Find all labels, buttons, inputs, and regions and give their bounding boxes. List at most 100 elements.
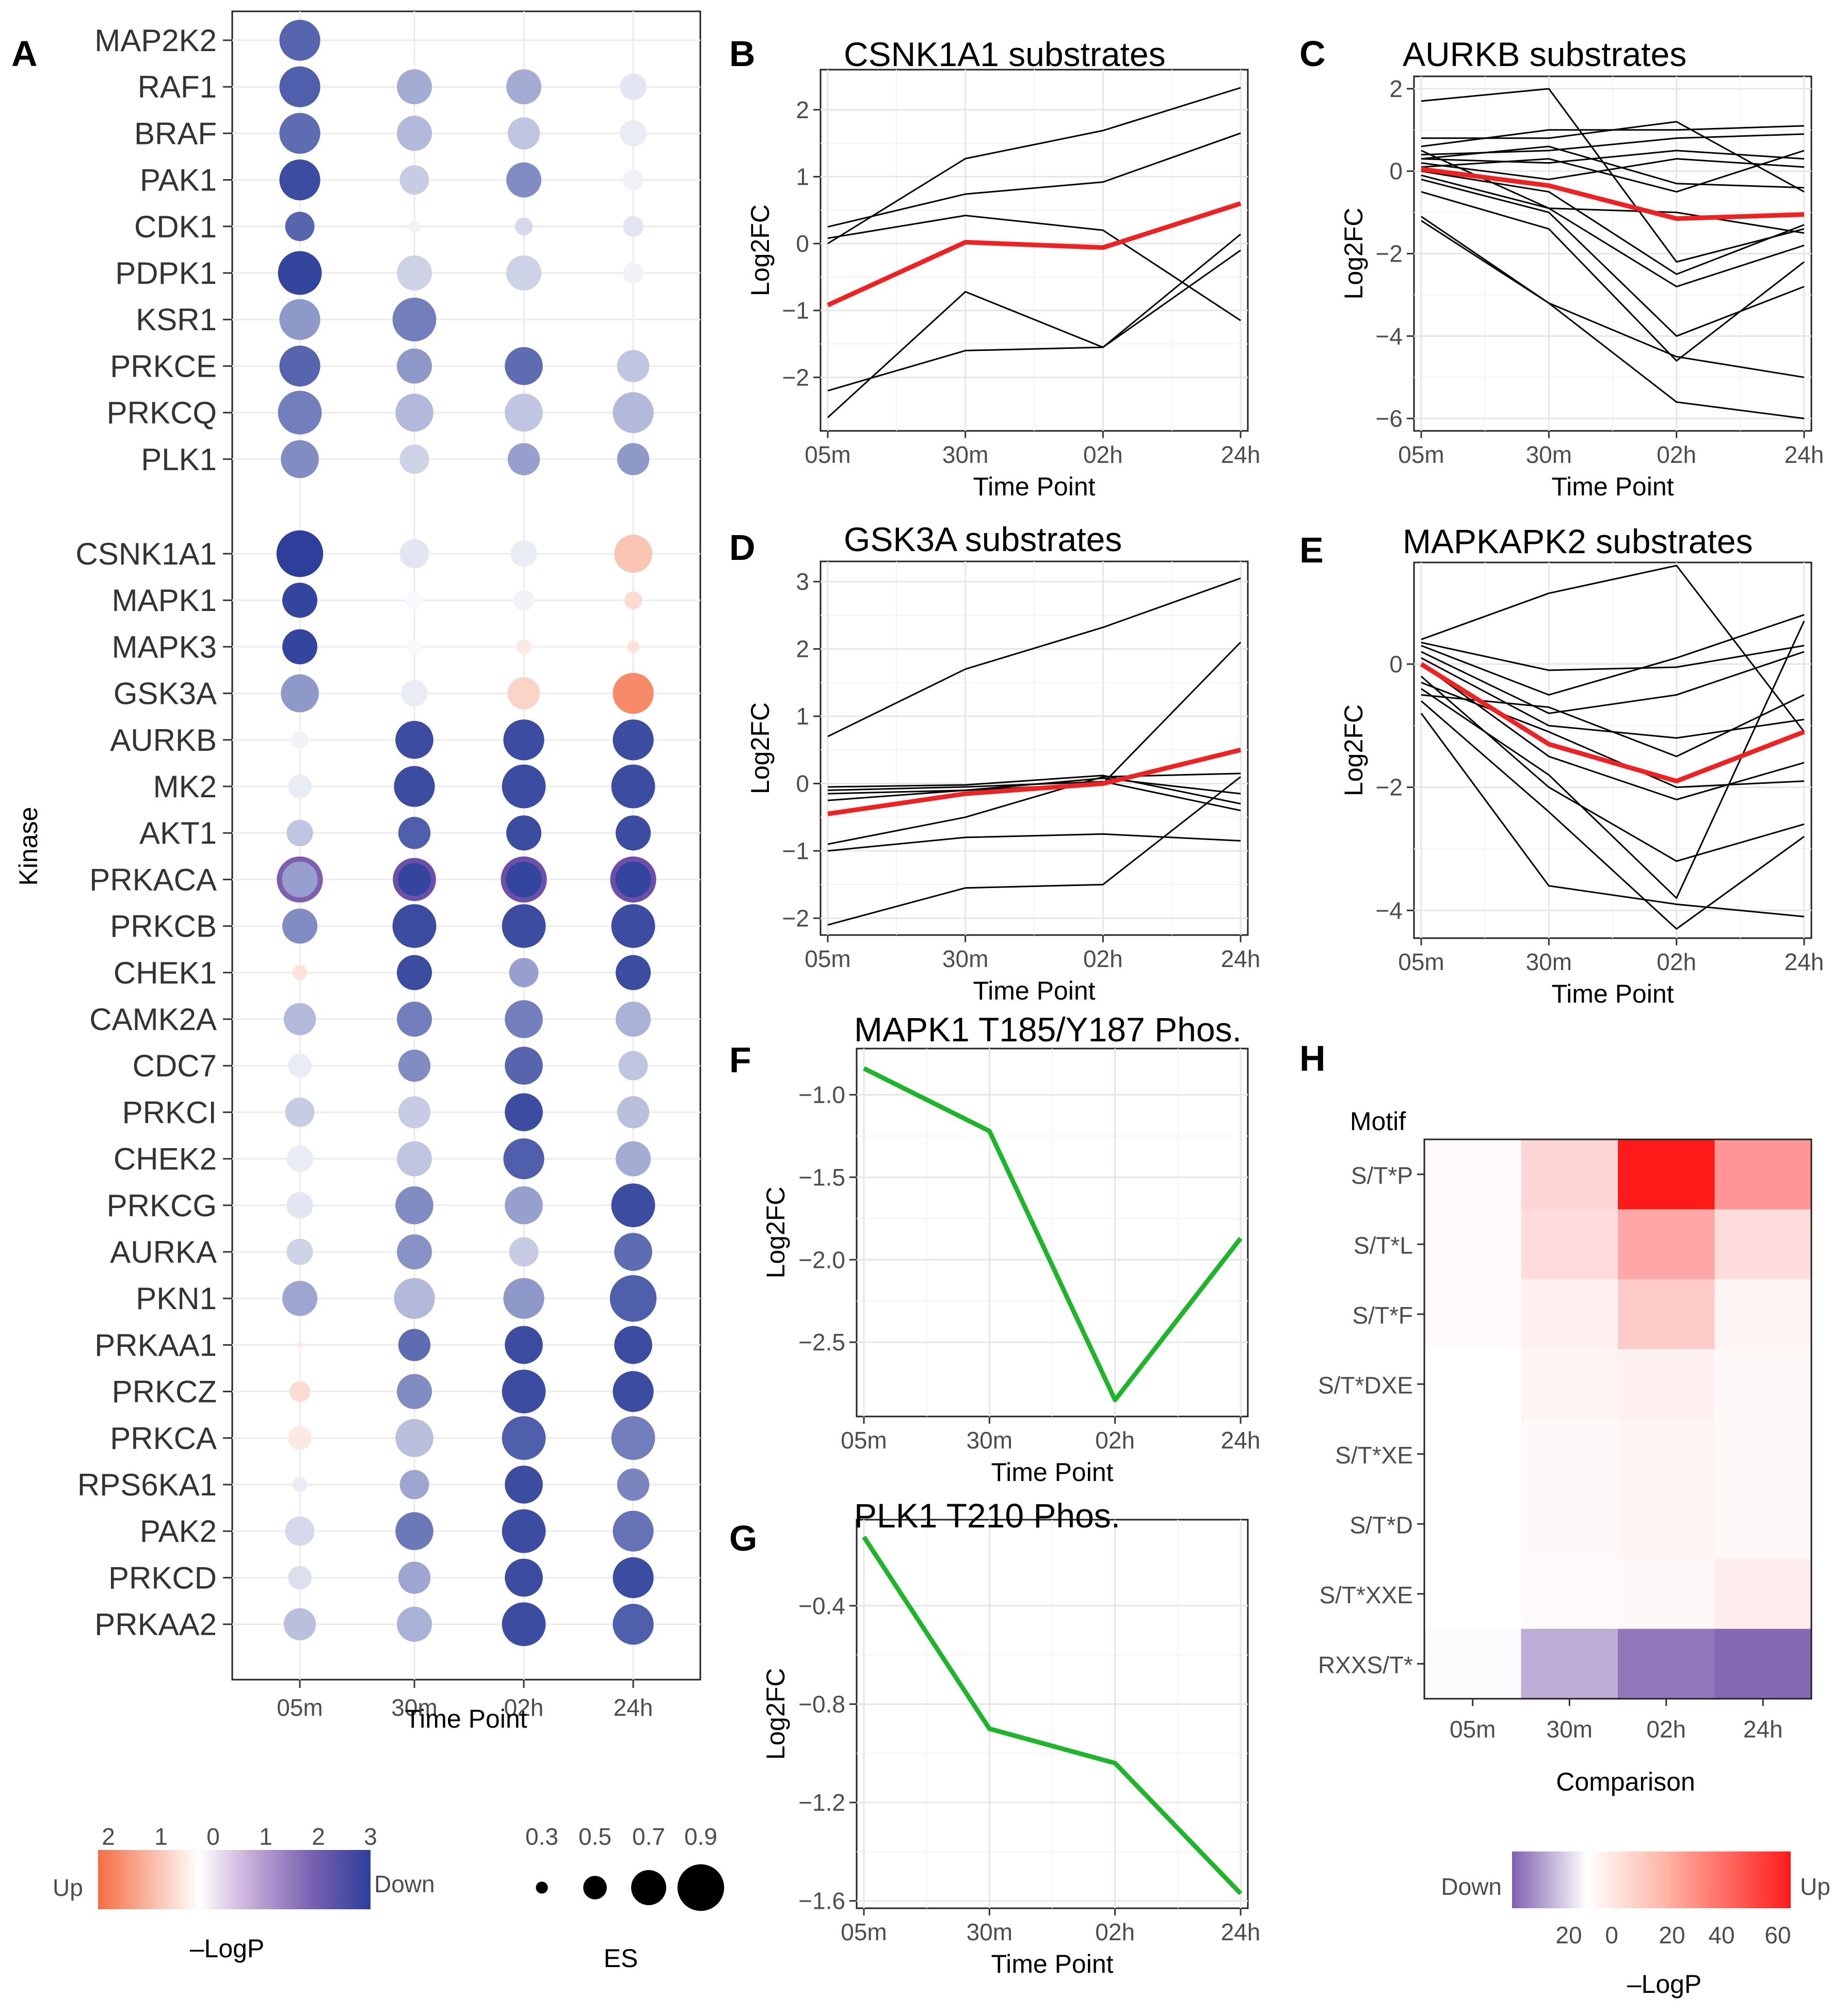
series-group <box>827 87 1242 418</box>
series-line-s8 <box>1421 620 1805 899</box>
kinase-label: PDPK1 <box>115 256 217 291</box>
dot-prkcd-30m <box>398 1561 431 1594</box>
dot-camk2a-24h <box>616 1002 651 1037</box>
motif-label: S/T*DXE <box>1318 1372 1413 1398</box>
dot-prkcd-24h <box>613 1557 654 1598</box>
dot-prkcz-30m <box>397 1374 432 1409</box>
heatmap-cell-S/T*D-24h <box>1714 1489 1812 1559</box>
dot-mapk3-30m <box>407 639 422 654</box>
motif-label: S/T*L <box>1354 1232 1413 1259</box>
heatmap-cell-S/T*XXE-24h <box>1714 1559 1812 1629</box>
dot-aurka-30m <box>397 1234 432 1269</box>
kinase-label: PRKCI <box>122 1095 217 1130</box>
size-legend-title: ES <box>604 1944 638 1973</box>
legend-tick: 2 <box>102 1823 115 1850</box>
x-tick-label: 30m <box>942 945 988 972</box>
y-tick-label: −1.2 <box>798 1789 845 1816</box>
dot-prkcq-24h <box>613 392 654 433</box>
panel-d-line-chart: 3 2 1 0 −1 −2 05m 30m 02h 24h GSK3A substrates Time… <box>746 520 1260 1005</box>
x-tick-label: 24h <box>1221 1919 1261 1945</box>
dot-pak1-24h <box>623 169 644 190</box>
dot-cdc7-24h <box>618 1051 648 1081</box>
x-tick-label: 30m <box>391 1694 437 1721</box>
kinase-label: PRKCB <box>110 909 217 944</box>
x-tick-label: 02h <box>1083 945 1123 972</box>
heatmap-cell-S/T*D-02h <box>1618 1489 1715 1559</box>
heatmap-cell-S/T*D-05m <box>1424 1489 1521 1559</box>
dot-cdk1-05m <box>285 212 315 241</box>
dot-gsk3a-05m <box>281 674 319 713</box>
dot-raf1-05m <box>279 66 320 107</box>
dot-prkaa1-30m <box>398 1329 431 1361</box>
heatmap-cell-S/T*D-30m <box>1521 1489 1618 1559</box>
dot-prkcb-02h <box>502 904 546 948</box>
heatmap-cell-S/T*DXE-02h <box>1618 1349 1715 1420</box>
y-axis-label: Log2FC <box>746 702 775 794</box>
dot-rps6ka1-05m <box>292 1477 308 1492</box>
heatmap-cell-S/T*XE-24h <box>1714 1419 1812 1489</box>
dot-braf-24h <box>620 120 647 147</box>
series-line-s15 <box>1421 146 1805 189</box>
motif-label: RXXS/T* <box>1318 1651 1413 1678</box>
dot-mapk1-24h <box>624 591 642 609</box>
series-line-s4 <box>827 233 1241 418</box>
size-legend-dot <box>583 1876 607 1899</box>
dot-pak1-05m <box>279 159 320 201</box>
dot-mapk3-05m <box>282 629 317 665</box>
dot-plk1-30m <box>399 444 429 474</box>
dot-prkaa2-02h <box>502 1602 546 1647</box>
y-tick-label: 2 <box>796 636 809 663</box>
heatmap-cell-S/T*XE-02h <box>1618 1419 1715 1489</box>
dot-ksr1-05m <box>279 299 320 340</box>
dot-prkcq-02h <box>505 393 543 432</box>
x-axis-label: Time Point <box>1551 979 1674 1008</box>
series-line-s7 <box>1421 150 1805 193</box>
kinase-label: PRKCE <box>110 349 217 383</box>
dot-csnk1a1-30m <box>399 539 429 569</box>
heatmap-cell-S/T*L-05m <box>1424 1209 1521 1280</box>
size-legend-dot <box>536 1881 548 1894</box>
legend-tick: 2 <box>312 1823 325 1850</box>
x-tick-label: 30m <box>942 441 988 468</box>
y-axis-label: Log2FC <box>1339 208 1368 300</box>
y-axis-label: Log2FC <box>761 1668 790 1760</box>
x-tick-label: 05m <box>841 1427 887 1454</box>
dot-pkn1-30m <box>394 1278 435 1319</box>
heatmap-cell-S/T*DXE-30m <box>1521 1349 1618 1420</box>
dot-prkce-24h <box>617 350 650 382</box>
kinase-label: KSR1 <box>136 302 217 337</box>
heatmap-cell-S/T*P-02h <box>1618 1139 1715 1210</box>
y-tick-label: −1.5 <box>798 1164 845 1190</box>
dot-akt1-24h <box>616 815 651 851</box>
series-line-s12 <box>1421 694 1805 758</box>
motif-label: S/T*P <box>1351 1162 1413 1189</box>
dot-ksr1-30m <box>392 297 437 342</box>
kinase-label: BRAF <box>134 116 217 151</box>
kinase-label: PLK1 <box>141 442 217 477</box>
dot-pak2-02h <box>502 1509 546 1553</box>
dot-plk1-24h <box>617 443 650 475</box>
dot-prkcg-02h <box>505 1186 543 1225</box>
dot-camk2a-30m <box>397 1002 432 1037</box>
legend-up-label: Up <box>53 1874 83 1901</box>
dot-pak2-30m <box>395 1512 433 1550</box>
dot-chek2-24h <box>616 1141 651 1177</box>
legend-tick: 0 <box>1605 1922 1618 1948</box>
x-tick-label: 05m <box>1450 1716 1496 1743</box>
y-tick-label: −2 <box>782 364 809 391</box>
dot-prkcg-30m <box>395 1186 433 1225</box>
motif-label: S/T*XXE <box>1319 1582 1413 1608</box>
dot-cdk1-30m <box>408 220 421 233</box>
dot-raf1-30m <box>397 69 432 105</box>
series-group <box>827 577 1242 926</box>
panel-label-D: D <box>729 527 756 568</box>
kinase-label: RPS6KA1 <box>77 1468 217 1502</box>
series-line-s13 <box>1421 220 1805 378</box>
kinase-label: AURKA <box>110 1235 217 1269</box>
dot-map2k2-05m <box>279 20 320 61</box>
dot-plk1-02h <box>507 443 540 475</box>
color-legend: 2 1 0 1 2 3 Up Down –LogP <box>53 1823 435 1963</box>
y-tick-label: −1 <box>782 838 809 864</box>
heatmap-cell-RXXS/T*-05m <box>1424 1629 1521 1699</box>
kinase-label: PRKAA1 <box>94 1328 217 1362</box>
